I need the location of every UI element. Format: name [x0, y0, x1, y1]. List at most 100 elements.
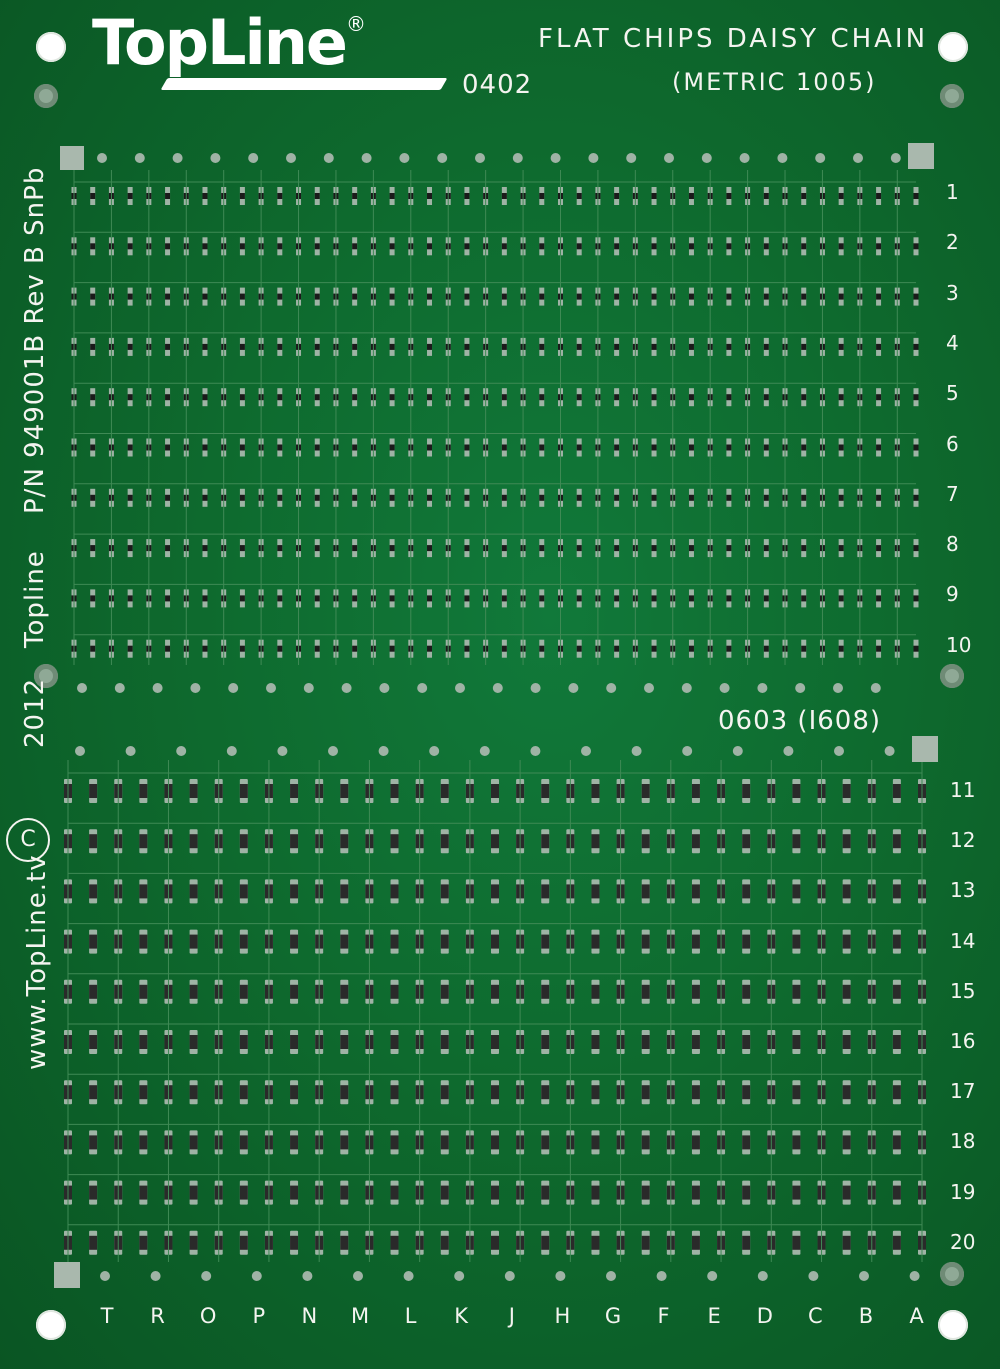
chip: [614, 243, 620, 250]
copyright-icon: C: [6, 818, 50, 862]
test-point: [114, 683, 125, 693]
test-point: [286, 153, 296, 163]
via-pad: [940, 664, 964, 688]
chip: [641, 884, 650, 899]
chip: [913, 293, 919, 300]
chip: [390, 884, 399, 899]
board-title: FLAT CHIPS DAISY CHAIN: [538, 24, 929, 54]
chip: [576, 394, 582, 401]
chip: [189, 834, 198, 849]
chip: [792, 934, 801, 949]
via-pad: [940, 84, 964, 108]
row-number: 11: [950, 778, 976, 802]
chip: [189, 1035, 198, 1049]
chip: [464, 343, 470, 350]
column-letter: E: [707, 1304, 721, 1328]
chip: [614, 645, 620, 652]
chip: [352, 494, 358, 501]
test-point: [454, 1271, 465, 1281]
test-point: [75, 746, 85, 756]
chip: [239, 984, 248, 999]
chip: [239, 645, 245, 652]
test-point: [437, 153, 448, 163]
chip: [239, 1185, 248, 1200]
chip: [340, 884, 349, 899]
chip: [913, 444, 919, 451]
chip: [340, 934, 349, 949]
chip: [541, 1235, 550, 1250]
chip: [464, 595, 470, 602]
chip: [801, 343, 807, 350]
test-point: [125, 746, 136, 756]
chip: [576, 545, 582, 552]
test-point: [732, 746, 743, 756]
chip: [139, 1135, 148, 1150]
chip: [876, 545, 882, 552]
chip: [352, 595, 358, 602]
chip: [539, 595, 545, 602]
part-number: P/N 949001B Rev B SnPb: [20, 166, 50, 514]
chip: [464, 394, 470, 401]
chip: [277, 444, 283, 451]
row-number: 16: [950, 1029, 976, 1053]
chip: [427, 343, 433, 350]
chip: [541, 884, 550, 899]
test-point: [455, 683, 465, 693]
brand-logo: TopLine ®: [92, 12, 448, 90]
chip: [688, 545, 694, 552]
chip: [792, 984, 801, 999]
chip: [726, 545, 732, 552]
chip: [352, 444, 358, 451]
chip: [742, 834, 751, 849]
chip: [239, 1085, 248, 1100]
chip: [501, 394, 507, 401]
chip: [541, 834, 550, 849]
chip: [90, 645, 96, 652]
column-letter: B: [858, 1304, 874, 1328]
chip: [139, 784, 148, 798]
chip: [541, 1035, 550, 1049]
test-point: [172, 153, 183, 163]
chip: [464, 193, 470, 199]
chip: [389, 293, 395, 300]
chip: [763, 545, 769, 552]
test-point: [266, 683, 276, 693]
test-point: [341, 683, 352, 693]
chip: [340, 1035, 349, 1049]
metric-label: (METRIC 1005): [672, 68, 877, 96]
test-point: [783, 746, 794, 756]
chip: [165, 545, 171, 552]
column-letter: L: [404, 1304, 417, 1328]
chip: [202, 293, 208, 300]
chip: [691, 834, 700, 849]
chip: [90, 494, 96, 501]
chip: [491, 1035, 499, 1049]
chip: [501, 193, 507, 199]
chip: [139, 1085, 148, 1100]
chip: [290, 784, 299, 798]
chip: [763, 293, 769, 300]
chip: [576, 343, 582, 350]
test-point: [808, 1271, 819, 1281]
chip: [139, 834, 148, 849]
test-point: [626, 153, 637, 163]
chip: [314, 545, 320, 552]
chip: [89, 784, 98, 798]
chip: [352, 293, 358, 300]
chip: [89, 1185, 98, 1200]
row-number: 7: [946, 481, 959, 506]
row-number: 15: [950, 978, 976, 1003]
chip: [277, 645, 283, 652]
chip: [726, 394, 732, 401]
chip: [239, 343, 245, 350]
chip: [202, 243, 208, 250]
chip: [491, 1085, 499, 1100]
chip: [90, 293, 96, 300]
chip: [892, 834, 901, 849]
chip: [314, 645, 320, 652]
chip: [390, 1235, 399, 1250]
chip: [641, 934, 650, 949]
chip: [89, 934, 98, 949]
chip: [202, 494, 208, 501]
chip: [792, 784, 801, 798]
